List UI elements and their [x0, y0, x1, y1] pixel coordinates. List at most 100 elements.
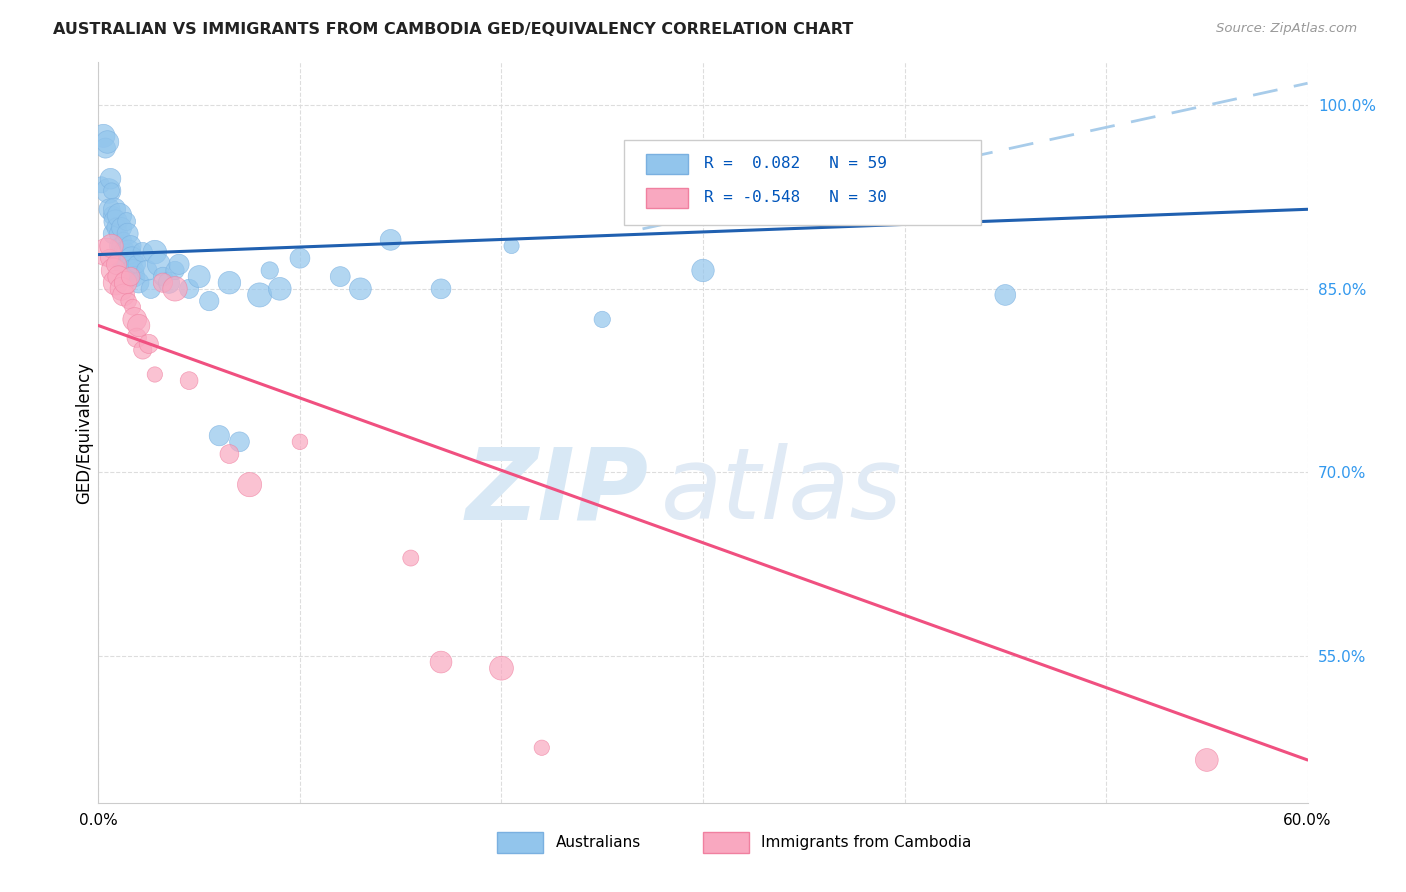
Point: [501, 239, 523, 253]
Point: [118, 294, 141, 309]
Point: [121, 263, 143, 277]
Point: [138, 337, 160, 351]
Point: [128, 276, 150, 290]
Point: [114, 257, 136, 271]
Point: [103, 227, 125, 241]
Point: [117, 227, 139, 241]
Point: [121, 300, 143, 314]
Point: [692, 263, 714, 277]
Point: [132, 245, 155, 260]
Point: [148, 257, 170, 271]
Point: [107, 269, 129, 284]
Point: [110, 220, 132, 235]
Point: [125, 257, 148, 271]
Point: [239, 477, 262, 491]
Point: [121, 252, 143, 266]
Point: [259, 263, 281, 277]
Point: [100, 239, 122, 253]
Point: [269, 282, 291, 296]
Point: [98, 202, 121, 217]
Point: [430, 655, 453, 669]
Point: [101, 208, 124, 222]
Text: R = -0.548   N = 30: R = -0.548 N = 30: [704, 190, 887, 205]
Text: R =  0.082   N = 59: R = 0.082 N = 59: [704, 156, 887, 171]
Point: [118, 245, 141, 260]
Point: [124, 312, 146, 326]
Point: [228, 434, 250, 449]
Point: [118, 257, 141, 271]
Text: Source: ZipAtlas.com: Source: ZipAtlas.com: [1216, 22, 1357, 36]
Point: [249, 288, 271, 302]
Point: [152, 276, 174, 290]
Point: [288, 434, 311, 449]
Point: [98, 252, 121, 266]
Point: [208, 428, 231, 442]
Point: [110, 282, 132, 296]
Point: [105, 257, 128, 271]
Bar: [498, 832, 543, 853]
Point: [90, 178, 112, 192]
Point: [1195, 753, 1218, 767]
Point: [143, 245, 166, 260]
Point: [994, 288, 1017, 302]
Point: [198, 294, 221, 309]
Point: [188, 269, 211, 284]
Point: [114, 276, 136, 290]
Point: [132, 343, 155, 357]
Point: [179, 374, 201, 388]
Point: [104, 276, 127, 290]
Point: [93, 128, 115, 143]
Point: [120, 269, 142, 284]
Point: [218, 447, 240, 461]
Point: [163, 282, 186, 296]
Point: [125, 331, 148, 345]
Point: [530, 740, 553, 755]
Text: AUSTRALIAN VS IMMIGRANTS FROM CAMBODIA GED/EQUIVALENCY CORRELATION CHART: AUSTRALIAN VS IMMIGRANTS FROM CAMBODIA G…: [53, 22, 853, 37]
Text: Immigrants from Cambodia: Immigrants from Cambodia: [761, 835, 972, 850]
Point: [104, 214, 127, 228]
Point: [112, 233, 135, 247]
Point: [288, 252, 311, 266]
Point: [157, 276, 180, 290]
Point: [100, 184, 122, 198]
Point: [179, 282, 201, 296]
Point: [107, 239, 129, 253]
Point: [94, 141, 117, 155]
Text: ZIP: ZIP: [465, 443, 648, 541]
Bar: [647, 187, 689, 209]
Point: [112, 288, 135, 302]
Point: [329, 269, 352, 284]
Point: [128, 318, 150, 333]
Point: [430, 282, 453, 296]
Y-axis label: GED/Equivalency: GED/Equivalency: [75, 361, 93, 504]
Point: [167, 257, 190, 271]
Point: [399, 551, 422, 566]
Point: [115, 214, 138, 228]
Point: [100, 171, 122, 186]
Point: [108, 208, 131, 222]
Point: [135, 263, 157, 277]
Point: [120, 239, 142, 253]
Bar: [703, 832, 749, 853]
Point: [111, 252, 134, 266]
Point: [97, 184, 120, 198]
Point: [143, 368, 166, 382]
Point: [591, 312, 613, 326]
Point: [110, 239, 132, 253]
Bar: [647, 153, 689, 174]
Point: [124, 269, 146, 284]
Point: [349, 282, 371, 296]
Point: [103, 263, 125, 277]
Point: [105, 220, 128, 235]
Point: [163, 263, 186, 277]
Point: [96, 245, 118, 260]
Text: Australians: Australians: [555, 835, 641, 850]
Point: [491, 661, 513, 675]
Point: [139, 282, 162, 296]
Text: atlas: atlas: [661, 443, 903, 541]
Point: [152, 269, 174, 284]
Bar: [624, 140, 981, 226]
Point: [114, 245, 136, 260]
Point: [96, 135, 118, 149]
Point: [107, 227, 129, 241]
